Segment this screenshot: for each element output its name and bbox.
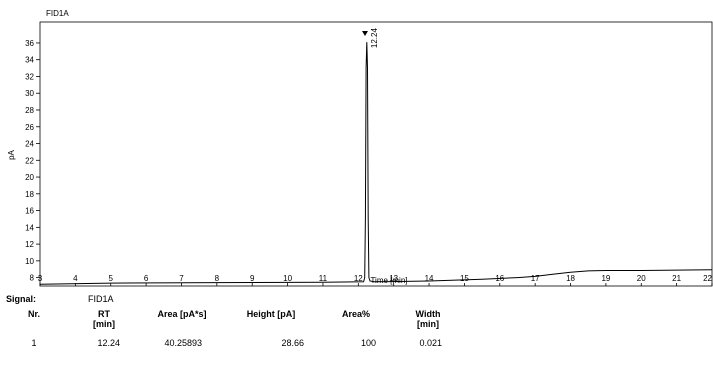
y-tick-label: 26 xyxy=(25,123,34,132)
x-tick-label: 19 xyxy=(601,274,610,283)
header-area-label: Area [pA*s] xyxy=(157,309,207,319)
x-tick-label: 8 xyxy=(215,274,220,283)
y-tick-label: 12 xyxy=(25,240,34,249)
y-tick-label: 22 xyxy=(25,156,34,165)
results-table: Signal: FID1A Nr. RT [min] Area [pA*s] H… xyxy=(0,290,713,376)
y-tick-label: 8 xyxy=(30,274,35,283)
row-1-nr: 1 xyxy=(31,338,37,348)
y-tick-label: 18 xyxy=(25,190,34,199)
x-tick-label: 21 xyxy=(672,274,681,283)
x-tick-label: 15 xyxy=(460,274,469,283)
header-width-unit: [min] xyxy=(417,319,439,329)
x-tick-label: 3 xyxy=(38,274,43,283)
y-axis-label: pA xyxy=(7,149,16,159)
y-axis: 8 10 12 14 16 18 20 22 24 26 28 30 32 34 36 xyxy=(25,39,40,283)
x-tick-label: 22 xyxy=(703,274,712,283)
x-tick-label: 6 xyxy=(144,274,149,283)
peak-annotation: 12.24 xyxy=(362,28,379,49)
x-tick-label: 18 xyxy=(566,274,575,283)
header-area: Area [pA*s] xyxy=(142,309,222,319)
x-tick-label: 7 xyxy=(179,274,184,283)
chart-title: FID1A xyxy=(46,9,69,18)
y-tick-label: 20 xyxy=(25,173,34,182)
plot-frame xyxy=(39,21,713,287)
header-height-label: Height [pA] xyxy=(246,309,296,319)
header-nr: Nr. xyxy=(24,309,44,319)
row-1-height: 28.66 xyxy=(281,338,304,348)
peak-label: 12.24 xyxy=(370,28,379,49)
header-rt-unit: [min] xyxy=(93,319,115,329)
y-tick-label: 10 xyxy=(25,257,34,266)
x-tick-label: 14 xyxy=(425,274,434,283)
y-tick-label: 14 xyxy=(25,223,34,232)
signal-trace xyxy=(39,42,713,285)
header-rt-label: RT xyxy=(98,309,110,319)
x-tick-label: 10 xyxy=(283,274,292,283)
header-width-label: Width xyxy=(415,309,441,319)
header-area-pct: Area% xyxy=(336,309,376,319)
x-tick-label: 17 xyxy=(531,274,540,283)
y-tick-label: 28 xyxy=(25,106,34,115)
header-area-pct-label: Area% xyxy=(341,309,370,319)
header-width: Width [min] xyxy=(408,309,448,329)
row-1-area: 40.25893 xyxy=(164,338,202,348)
x-tick-label: 9 xyxy=(250,274,255,283)
x-tick-label: 5 xyxy=(109,274,114,283)
header-nr-label: Nr. xyxy=(27,309,40,319)
y-tick-label: 32 xyxy=(25,72,34,81)
x-tick-label: 11 xyxy=(319,274,328,283)
x-tick-label: 4 xyxy=(73,274,78,283)
y-tick-label: 24 xyxy=(25,140,34,149)
row-1-width: 0.021 xyxy=(419,338,442,348)
signal-label: Signal: xyxy=(6,294,37,304)
row-1-rt: 12.24 xyxy=(97,338,120,348)
header-rt: RT [min] xyxy=(86,309,122,329)
y-tick-label: 36 xyxy=(25,39,34,48)
row-1-area-pct: 100 xyxy=(360,338,376,348)
peak-marker-icon xyxy=(362,31,368,36)
x-axis-label: Time [min] xyxy=(370,276,407,285)
x-tick-label: 20 xyxy=(637,274,646,283)
signal-value: FID1A xyxy=(88,294,114,304)
y-tick-label: 34 xyxy=(25,56,34,65)
x-tick-label: 12 xyxy=(354,274,363,283)
y-tick-label: 30 xyxy=(25,89,34,98)
y-tick-label: 16 xyxy=(25,207,34,216)
x-tick-label: 13 xyxy=(389,274,398,283)
header-height: Height [pA] xyxy=(236,309,306,319)
